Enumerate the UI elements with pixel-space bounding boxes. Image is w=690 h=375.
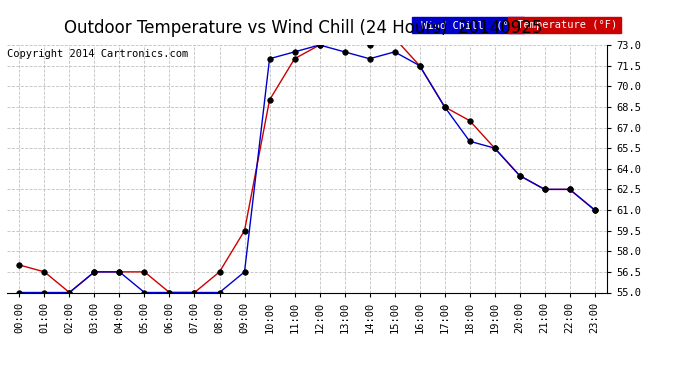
- Text: Wind Chill  (°F): Wind Chill (°F): [415, 20, 522, 30]
- Text: Temperature (°F): Temperature (°F): [511, 20, 618, 30]
- Text: Copyright 2014 Cartronics.com: Copyright 2014 Cartronics.com: [7, 49, 188, 59]
- Text: Outdoor Temperature vs Wind Chill (24 Hours)  20140925: Outdoor Temperature vs Wind Chill (24 Ho…: [64, 19, 543, 37]
